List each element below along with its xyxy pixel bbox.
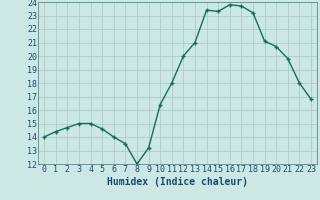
X-axis label: Humidex (Indice chaleur): Humidex (Indice chaleur) xyxy=(107,177,248,187)
